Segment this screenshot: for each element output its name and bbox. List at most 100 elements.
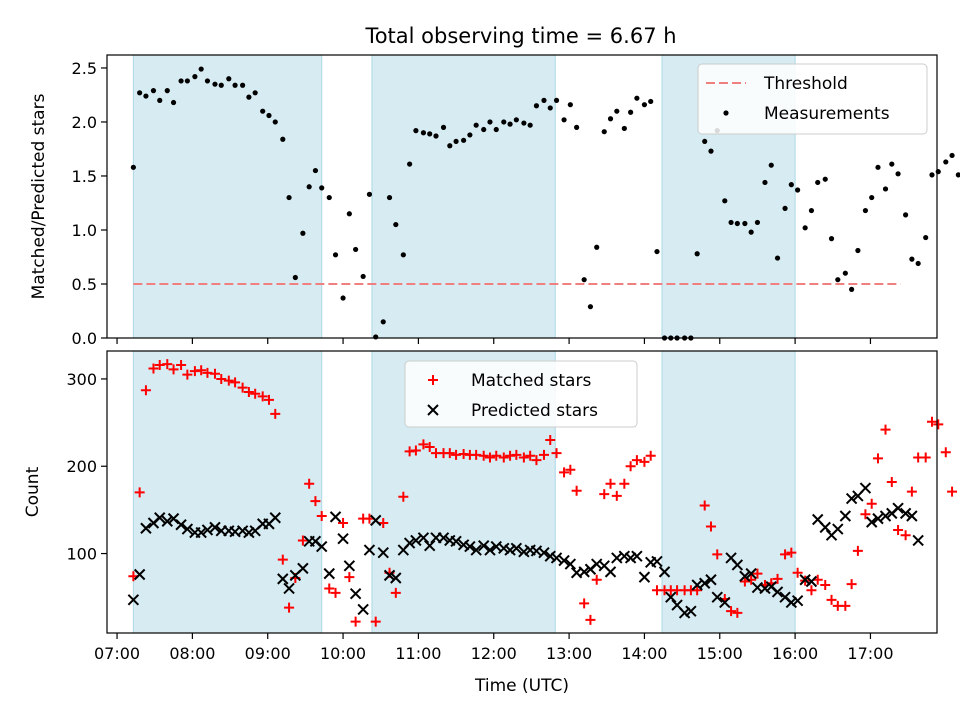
x-tick-label: 16:00 bbox=[772, 644, 818, 663]
data-point bbox=[377, 546, 389, 559]
data-point bbox=[559, 467, 570, 478]
y-tick-label: 300 bbox=[66, 370, 97, 389]
data-point bbox=[699, 500, 710, 511]
data-point bbox=[403, 537, 416, 549]
data-point bbox=[828, 236, 835, 242]
data-point bbox=[175, 519, 187, 531]
data-point bbox=[578, 566, 590, 578]
data-point bbox=[316, 511, 327, 522]
data-point bbox=[752, 568, 763, 579]
data-point bbox=[204, 78, 211, 84]
data-point bbox=[277, 554, 288, 565]
data-point bbox=[820, 579, 831, 590]
data-point bbox=[518, 452, 529, 463]
x-tick-label: 17:00 bbox=[847, 644, 893, 663]
data-point bbox=[906, 486, 917, 497]
data-point bbox=[903, 212, 909, 218]
data-point bbox=[855, 247, 861, 254]
data-point bbox=[792, 567, 803, 578]
data-point bbox=[130, 164, 136, 170]
data-point bbox=[808, 207, 815, 214]
data-point bbox=[754, 219, 761, 226]
data-point bbox=[312, 167, 319, 174]
data-point bbox=[427, 131, 433, 137]
y-tick-label: 2.5 bbox=[72, 59, 97, 78]
data-point bbox=[815, 179, 821, 186]
y-tick-label: 200 bbox=[66, 457, 97, 476]
data-point bbox=[929, 172, 935, 178]
data-point bbox=[639, 456, 650, 467]
data-point bbox=[648, 98, 654, 105]
data-point bbox=[491, 450, 502, 461]
data-point bbox=[628, 109, 634, 115]
data-point bbox=[209, 521, 221, 534]
data-point bbox=[168, 364, 179, 375]
data-point bbox=[712, 549, 723, 560]
data-point bbox=[889, 161, 895, 167]
data-point bbox=[892, 502, 904, 514]
data-point bbox=[283, 582, 295, 595]
data-point bbox=[237, 382, 248, 393]
data-point bbox=[378, 517, 389, 528]
data-point bbox=[525, 450, 536, 461]
data-point bbox=[527, 122, 533, 128]
data-point bbox=[338, 517, 349, 528]
data-point bbox=[708, 148, 714, 154]
data-point bbox=[788, 182, 794, 188]
legend-predicted-swatch bbox=[427, 404, 439, 416]
shaded-interval bbox=[132, 350, 323, 634]
data-point bbox=[893, 524, 904, 535]
data-point bbox=[196, 365, 207, 376]
data-point bbox=[470, 544, 482, 556]
data-point bbox=[319, 185, 325, 191]
data-point bbox=[263, 394, 274, 405]
data-point bbox=[731, 559, 744, 571]
data-point bbox=[654, 248, 660, 255]
y-tick-label: 2.0 bbox=[72, 113, 97, 132]
shaded-interval bbox=[371, 54, 556, 339]
data-point bbox=[734, 220, 740, 227]
data-point bbox=[835, 277, 841, 283]
data-point bbox=[266, 112, 272, 119]
data-point bbox=[791, 594, 804, 607]
data-point bbox=[252, 90, 258, 96]
data-point bbox=[605, 478, 616, 489]
data-point bbox=[786, 547, 797, 558]
data-point bbox=[140, 385, 151, 396]
data-point bbox=[316, 540, 328, 553]
data-point bbox=[176, 359, 187, 370]
data-point bbox=[658, 566, 671, 578]
data-point bbox=[739, 570, 751, 582]
data-point bbox=[310, 496, 321, 507]
data-point bbox=[587, 304, 594, 310]
legend-label: Measurements bbox=[764, 104, 890, 124]
data-point bbox=[599, 489, 610, 500]
data-point bbox=[585, 614, 596, 625]
data-point bbox=[866, 498, 877, 509]
data-point bbox=[875, 164, 881, 170]
data-point bbox=[272, 119, 278, 125]
legend-box bbox=[404, 360, 638, 428]
x-tick-label: 10:00 bbox=[320, 644, 366, 663]
legend-label: Matched stars bbox=[471, 371, 591, 391]
data-point bbox=[906, 510, 918, 522]
data-point bbox=[947, 486, 958, 497]
data-point bbox=[943, 159, 949, 165]
data-point bbox=[192, 74, 198, 80]
data-point bbox=[607, 116, 614, 122]
data-point bbox=[510, 542, 523, 555]
data-point bbox=[511, 449, 522, 460]
data-point bbox=[218, 82, 224, 88]
data-point bbox=[162, 359, 173, 370]
data-point bbox=[748, 229, 754, 235]
data-point bbox=[611, 490, 622, 501]
data-point bbox=[581, 277, 587, 283]
data-point bbox=[564, 558, 577, 570]
data-point bbox=[240, 82, 246, 88]
data-point bbox=[768, 162, 774, 168]
data-point bbox=[444, 448, 455, 459]
data-point bbox=[127, 594, 140, 606]
data-point bbox=[433, 133, 439, 139]
legend: Threshold Measurements bbox=[697, 63, 928, 135]
y-tick-label: 0.5 bbox=[72, 275, 97, 294]
